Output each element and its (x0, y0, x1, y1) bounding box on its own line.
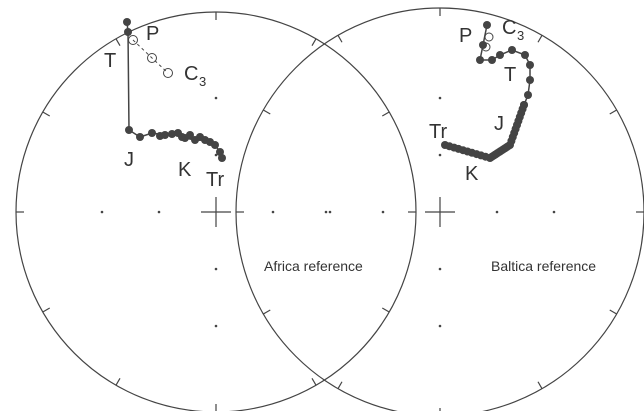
reference-label: Baltica reference (491, 258, 596, 274)
pole-dot (136, 133, 144, 141)
label-k: K (178, 159, 192, 181)
net-tick (42, 307, 51, 313)
label-c-sub: 3 (199, 74, 206, 89)
pole-dot (168, 130, 176, 138)
open-poles (128, 35, 173, 78)
label-c: C (184, 63, 198, 85)
pole-dot (476, 56, 484, 64)
net-tick (115, 377, 121, 386)
label-c-sub: 3 (517, 28, 524, 43)
pole-dot (124, 28, 132, 36)
pole-dot (125, 126, 133, 134)
pole-dot (161, 131, 169, 139)
grid-dot (438, 324, 442, 328)
grid-dot (381, 210, 385, 214)
pole-dot (483, 21, 491, 29)
net-tick (311, 38, 317, 47)
net-tick (263, 109, 271, 115)
grid-dot (157, 210, 161, 214)
pole-dot (441, 141, 449, 149)
grid-dot (552, 210, 556, 214)
open-poles (481, 32, 494, 52)
pole-dots (441, 21, 534, 162)
grid-dot (495, 210, 499, 214)
net-tick (263, 309, 271, 315)
net-tick (42, 111, 51, 117)
grid-dot (438, 267, 442, 271)
grid-dot (100, 210, 104, 214)
open-pole (128, 35, 138, 45)
pole-dot (186, 131, 194, 139)
label-k: K (465, 163, 479, 185)
pole-dot (496, 51, 504, 59)
pole-dot (148, 129, 156, 137)
net-tick (337, 35, 343, 43)
label-j: J (124, 149, 134, 171)
path-line (445, 24, 531, 159)
net-tick (311, 377, 317, 386)
pole-dot (526, 76, 534, 84)
net-tick (381, 307, 390, 313)
pole-dot (123, 18, 131, 26)
net-tick (609, 309, 617, 315)
grid-dot (214, 153, 218, 157)
label-t: T (104, 50, 116, 72)
path-dashed (132, 39, 169, 74)
baltica-path (441, 21, 534, 162)
net-decor (16, 8, 644, 411)
label-t: T (504, 64, 516, 86)
pole-dot (488, 56, 496, 64)
net-tick (115, 38, 121, 47)
grid-dot (214, 96, 218, 100)
label-c: C (502, 17, 516, 39)
net-tick (337, 381, 343, 389)
net-tick (537, 35, 543, 43)
africa-path (123, 18, 226, 162)
net-tick (381, 111, 390, 117)
pole-dot (218, 154, 226, 162)
label-j: J (494, 113, 504, 135)
label-tr: Tr (206, 169, 224, 191)
net-tick (609, 109, 617, 115)
label-p: P (146, 23, 159, 45)
open-pole (484, 32, 494, 42)
pole-dot (521, 51, 529, 59)
grid-dot (214, 324, 218, 328)
pole-dots (123, 18, 226, 162)
net-tick (537, 381, 543, 389)
label-tr: Tr (429, 121, 447, 143)
grid-dot (328, 210, 332, 214)
grid-dot (271, 210, 275, 214)
reference-label: Africa reference (264, 258, 363, 274)
grid-dot (438, 153, 442, 157)
open-pole (481, 42, 491, 52)
pole-dot (508, 46, 516, 54)
label-p: P (459, 25, 472, 47)
grid-dot (324, 210, 328, 214)
open-pole (147, 53, 157, 63)
pole-dot (524, 91, 532, 99)
pole-dot (211, 141, 219, 149)
grid-dot (214, 267, 218, 271)
pole-dot (526, 61, 534, 69)
grid-dot (438, 96, 442, 100)
open-pole (163, 68, 173, 78)
